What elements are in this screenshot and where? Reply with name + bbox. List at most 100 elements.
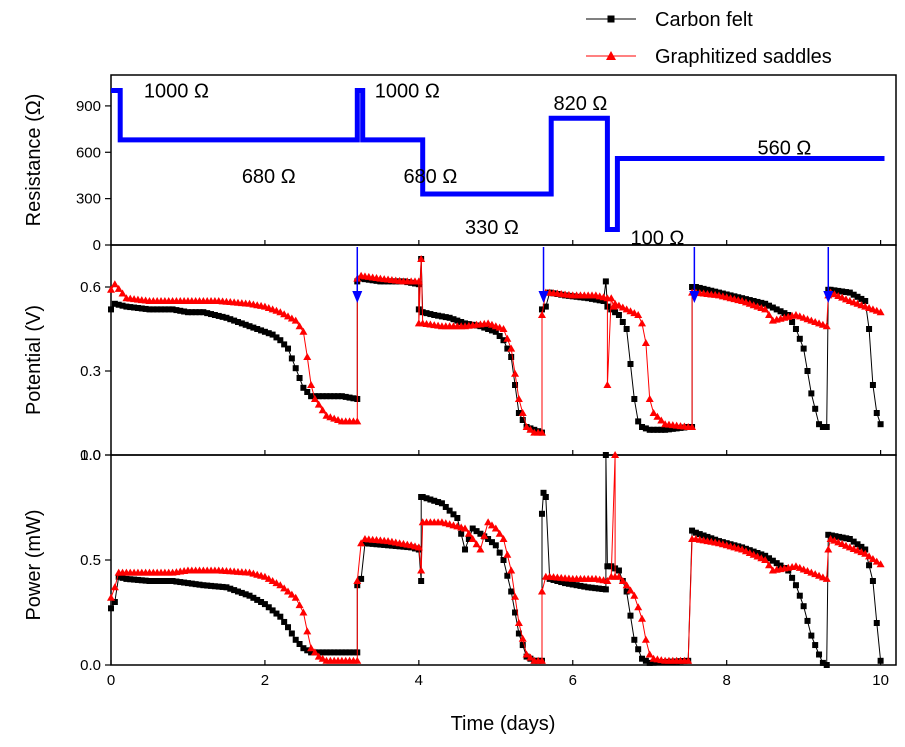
data-point xyxy=(417,567,425,574)
data-point xyxy=(804,618,810,624)
data-point xyxy=(642,339,650,346)
data-point xyxy=(538,588,546,595)
data-point xyxy=(307,381,315,388)
data-point xyxy=(293,365,299,371)
data-point xyxy=(634,603,642,610)
resistance-annotation: 100 Ω xyxy=(630,227,684,249)
y-tick-label: 600 xyxy=(76,144,101,161)
legend-label-carbon-felt: Carbon felt xyxy=(655,9,753,31)
series-line-resistance xyxy=(111,91,885,230)
data-point xyxy=(454,515,460,521)
x-tick-label: 0 xyxy=(107,672,115,689)
data-point xyxy=(801,603,807,609)
data-point xyxy=(508,589,514,595)
data-point xyxy=(501,557,507,563)
data-point xyxy=(503,551,511,558)
legend-marker-carbon-felt xyxy=(608,16,615,23)
resistance-annotation: 1000 Ω xyxy=(375,80,440,102)
data-point xyxy=(107,594,115,601)
data-point xyxy=(874,410,880,416)
x-tick-label: 4 xyxy=(415,672,423,689)
data-point xyxy=(303,353,311,360)
potential-y-axis-label: Potential (V) xyxy=(23,305,45,415)
data-point xyxy=(289,355,295,361)
data-point xyxy=(507,567,515,574)
data-point xyxy=(870,578,876,584)
data-point xyxy=(797,593,803,599)
data-point xyxy=(808,633,814,639)
data-point xyxy=(603,452,609,458)
legend: Carbon felt Graphitized saddles xyxy=(586,9,832,68)
data-point xyxy=(642,636,650,643)
data-point xyxy=(816,652,822,658)
data-point xyxy=(627,613,633,619)
data-point xyxy=(281,619,287,625)
y-tick-label: 0.6 xyxy=(80,279,101,296)
data-point xyxy=(297,375,303,381)
data-point xyxy=(627,361,633,367)
data-point xyxy=(646,395,654,402)
arrow-head xyxy=(352,291,362,303)
resistance-annotation: 1000 Ω xyxy=(144,80,209,102)
data-point xyxy=(635,418,641,424)
x-tick-label: 10 xyxy=(872,672,889,689)
data-point xyxy=(108,306,114,312)
data-point xyxy=(603,381,611,388)
data-point xyxy=(624,326,630,332)
data-point xyxy=(616,312,622,318)
data-point xyxy=(289,631,295,637)
data-point xyxy=(638,319,646,326)
data-point xyxy=(793,582,799,588)
data-point xyxy=(296,601,304,608)
data-point xyxy=(303,627,311,634)
data-point xyxy=(458,531,464,537)
x-tick-label: 8 xyxy=(723,672,731,689)
data-point xyxy=(631,396,637,402)
y-tick-label: 0.0 xyxy=(80,657,101,674)
power-panel: Power (mW) 0.00.51.00 2 4 6 8 10 Time (days) xyxy=(23,447,896,735)
data-point xyxy=(874,620,880,626)
data-point xyxy=(539,511,545,517)
power-y-axis-label: Power (mW) xyxy=(23,509,45,620)
data-point xyxy=(543,494,549,500)
series-line-graphitized-saddles xyxy=(111,259,881,433)
resistance-annotation: 680 Ω xyxy=(403,166,457,188)
resistance-annotation: 560 Ω xyxy=(757,138,811,160)
data-point xyxy=(285,346,291,352)
data-point xyxy=(493,542,499,548)
data-point xyxy=(870,382,876,388)
potential-plot-frame xyxy=(111,245,896,455)
data-point xyxy=(878,658,884,664)
data-point xyxy=(418,578,424,584)
resistance-annotation: 330 Ω xyxy=(465,217,519,239)
data-point xyxy=(497,550,503,556)
data-point xyxy=(812,642,818,648)
data-point xyxy=(511,370,519,377)
data-point xyxy=(277,614,283,620)
data-point xyxy=(646,651,654,658)
data-point xyxy=(824,424,830,430)
arrow-head xyxy=(689,291,699,303)
resistance-panel: Resistance (Ω) 0300600900 1000 Ω 1000 Ω68… xyxy=(23,75,896,254)
data-point xyxy=(462,547,468,553)
potential-series xyxy=(107,255,885,436)
data-point xyxy=(504,573,510,579)
data-point xyxy=(866,562,872,568)
data-point xyxy=(801,346,807,352)
resistance-annotation: 820 Ω xyxy=(554,93,608,115)
data-point xyxy=(111,280,119,287)
x-axis-label: Time (days) xyxy=(451,713,556,735)
data-point xyxy=(866,326,872,332)
data-point xyxy=(603,278,609,284)
y-tick-label: 1.0 xyxy=(80,447,101,464)
data-point xyxy=(638,615,646,622)
x-tick-label: 2 xyxy=(261,672,269,689)
data-point xyxy=(620,319,626,325)
y-tick-label: 0.3 xyxy=(80,363,101,380)
data-point xyxy=(797,336,803,342)
resistance-annotation: 680 Ω xyxy=(242,166,296,188)
data-point xyxy=(603,586,609,592)
y-tick-label: 0.5 xyxy=(80,552,101,569)
data-point xyxy=(631,637,637,643)
